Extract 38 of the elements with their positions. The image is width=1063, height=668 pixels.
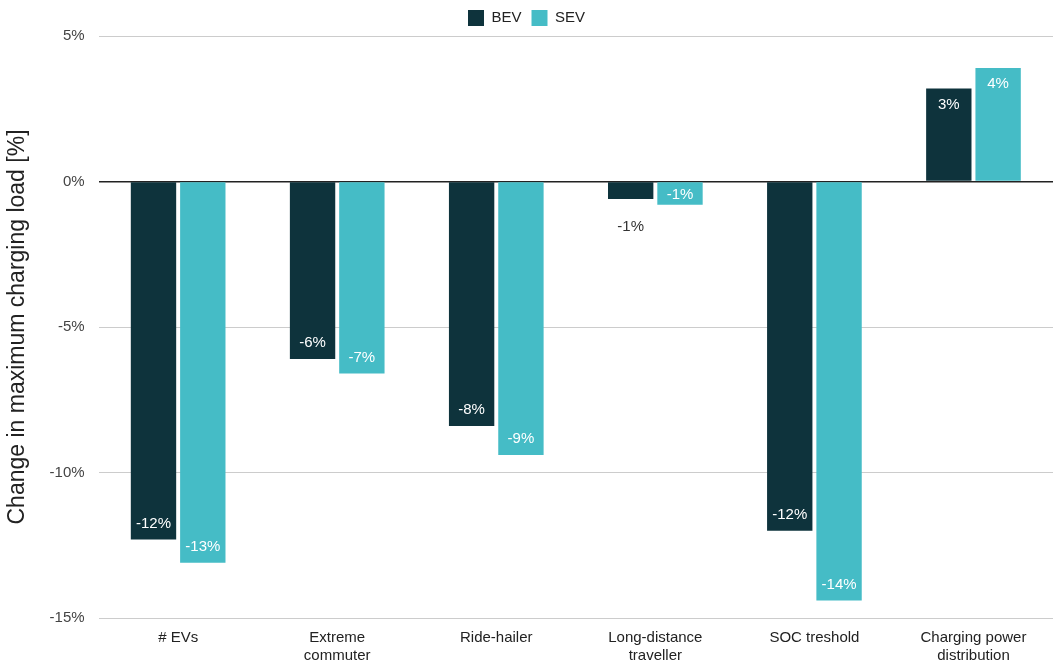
x-tick-label: Extreme commuter	[303, 628, 371, 664]
x-tick-label: Charging power distribution	[920, 628, 1027, 664]
data-label: 3%	[937, 94, 960, 112]
x-tick-label: SOC treshold	[769, 628, 860, 646]
data-label: -9%	[507, 429, 535, 447]
data-label: -7%	[348, 347, 376, 365]
x-tick-label: # EVs	[158, 628, 199, 646]
data-label: -6%	[299, 333, 326, 351]
y-tick-label: -10%	[49, 462, 85, 480]
x-tick-label: Ride-hailer	[460, 628, 533, 646]
bar	[339, 182, 385, 374]
bar	[130, 182, 177, 540]
data-label: 4%	[987, 74, 1009, 92]
data-label: -1%	[666, 184, 694, 202]
y-tick-label: -15%	[49, 608, 85, 626]
data-label: -12%	[772, 504, 808, 522]
legend-label: BEV	[491, 8, 522, 26]
bar	[289, 182, 336, 360]
bar	[608, 182, 654, 199]
bar	[180, 182, 226, 563]
data-label: -12%	[135, 513, 172, 531]
bar	[498, 182, 544, 456]
bar	[657, 182, 703, 205]
y-tick-label: 0%	[62, 171, 85, 189]
y-axis-title: Change in maximum charging load [%]	[3, 129, 30, 525]
y-tick-label: -5%	[57, 317, 85, 335]
bar	[816, 182, 862, 601]
data-label: -13%	[185, 536, 221, 554]
data-label: -8%	[458, 400, 485, 418]
data-label: -14%	[821, 574, 857, 592]
y-tick-label: 5%	[62, 26, 85, 44]
bar	[448, 182, 495, 426]
legend-label: SEV	[555, 8, 586, 26]
data-label: -1%	[617, 217, 645, 235]
x-tick-label: Long-distance traveller	[608, 628, 703, 664]
bar	[767, 182, 813, 531]
bar	[975, 68, 1021, 181]
bar	[926, 88, 972, 181]
